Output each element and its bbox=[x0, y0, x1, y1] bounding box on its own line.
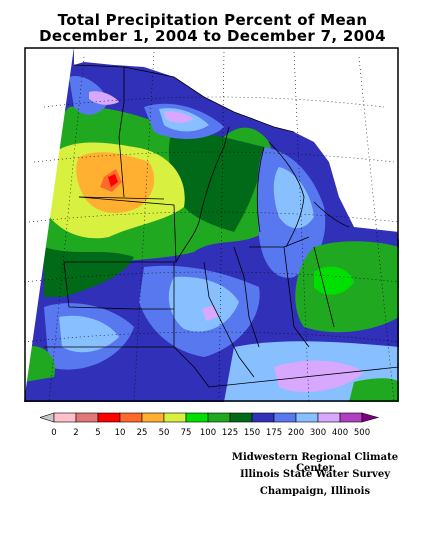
legend-label: 5 bbox=[95, 428, 100, 438]
legend-label: 10 bbox=[115, 428, 126, 438]
color-legend: 0 2 5 10 25 50 75 100 125 150 175 200 300 400 500 bbox=[40, 412, 380, 438]
graticule bbox=[24, 51, 399, 402]
zone-lilac-nw bbox=[89, 91, 119, 105]
legend-label: 200 bbox=[288, 428, 304, 438]
legend-labels: 0 2 5 10 25 50 75 100 125 150 175 200 300 400 500 bbox=[51, 428, 370, 438]
legend-label: 2 bbox=[73, 428, 78, 438]
credit-center: Midwestern Regional Climate Center bbox=[231, 452, 399, 474]
legend-label: 150 bbox=[244, 428, 260, 438]
credit-survey: Illinois State Water Survey bbox=[239, 469, 391, 480]
zone-darkgreen-1 bbox=[168, 127, 264, 232]
legend-label: 300 bbox=[310, 428, 326, 438]
legend-label: 500 bbox=[354, 428, 370, 438]
legend-swatch bbox=[207, 412, 231, 423]
legend-swatch bbox=[53, 412, 77, 423]
legend-swatch bbox=[141, 412, 165, 423]
legend-arrow-low bbox=[40, 412, 55, 423]
legend-swatch bbox=[185, 412, 209, 423]
legend-label: 25 bbox=[137, 428, 148, 438]
precip-fill bbox=[24, 47, 399, 402]
legend-swatch bbox=[229, 412, 253, 423]
state-boundaries bbox=[44, 64, 399, 388]
legend-label: 175 bbox=[266, 428, 282, 438]
legend-label: 400 bbox=[332, 428, 348, 438]
legend-label: 100 bbox=[200, 428, 216, 438]
zone-lilac-se bbox=[274, 360, 364, 392]
legend-swatch bbox=[163, 412, 187, 423]
no-data-north bbox=[24, 47, 399, 232]
map-title: Total Precipitation Percent of Mean bbox=[57, 11, 368, 29]
zone-lilac-central bbox=[202, 305, 218, 321]
legend-swatch bbox=[273, 412, 297, 423]
zone-skyblue-central bbox=[168, 276, 239, 332]
zone-green-south bbox=[349, 378, 399, 402]
legend-label: 75 bbox=[181, 428, 192, 438]
no-data-west bbox=[24, 47, 74, 402]
no-data-east bbox=[354, 47, 399, 240]
zone-red-core bbox=[108, 174, 118, 187]
legend-swatches bbox=[40, 412, 380, 423]
map-date-range: December 1, 2004 to December 7, 2004 bbox=[39, 27, 386, 45]
legend-label: 50 bbox=[159, 428, 170, 438]
zone-lilac-n bbox=[164, 111, 194, 123]
legend-label: 0 bbox=[51, 428, 56, 438]
legend-swatch bbox=[317, 412, 341, 423]
legend-swatch bbox=[251, 412, 275, 423]
precipitation-map bbox=[24, 47, 399, 402]
legend-swatch bbox=[75, 412, 99, 423]
zone-skyblue-michigan bbox=[273, 167, 314, 229]
legend-swatch bbox=[339, 412, 363, 423]
legend-swatch bbox=[97, 412, 121, 423]
zone-skyblue-sw bbox=[59, 315, 119, 353]
legend-label: 125 bbox=[222, 428, 238, 438]
credit-location: Champaign, Illinois bbox=[259, 486, 371, 497]
legend-swatch bbox=[295, 412, 319, 423]
legend-arrow-high bbox=[361, 412, 380, 423]
legend-swatch bbox=[119, 412, 143, 423]
zone-green-sw bbox=[24, 346, 55, 382]
